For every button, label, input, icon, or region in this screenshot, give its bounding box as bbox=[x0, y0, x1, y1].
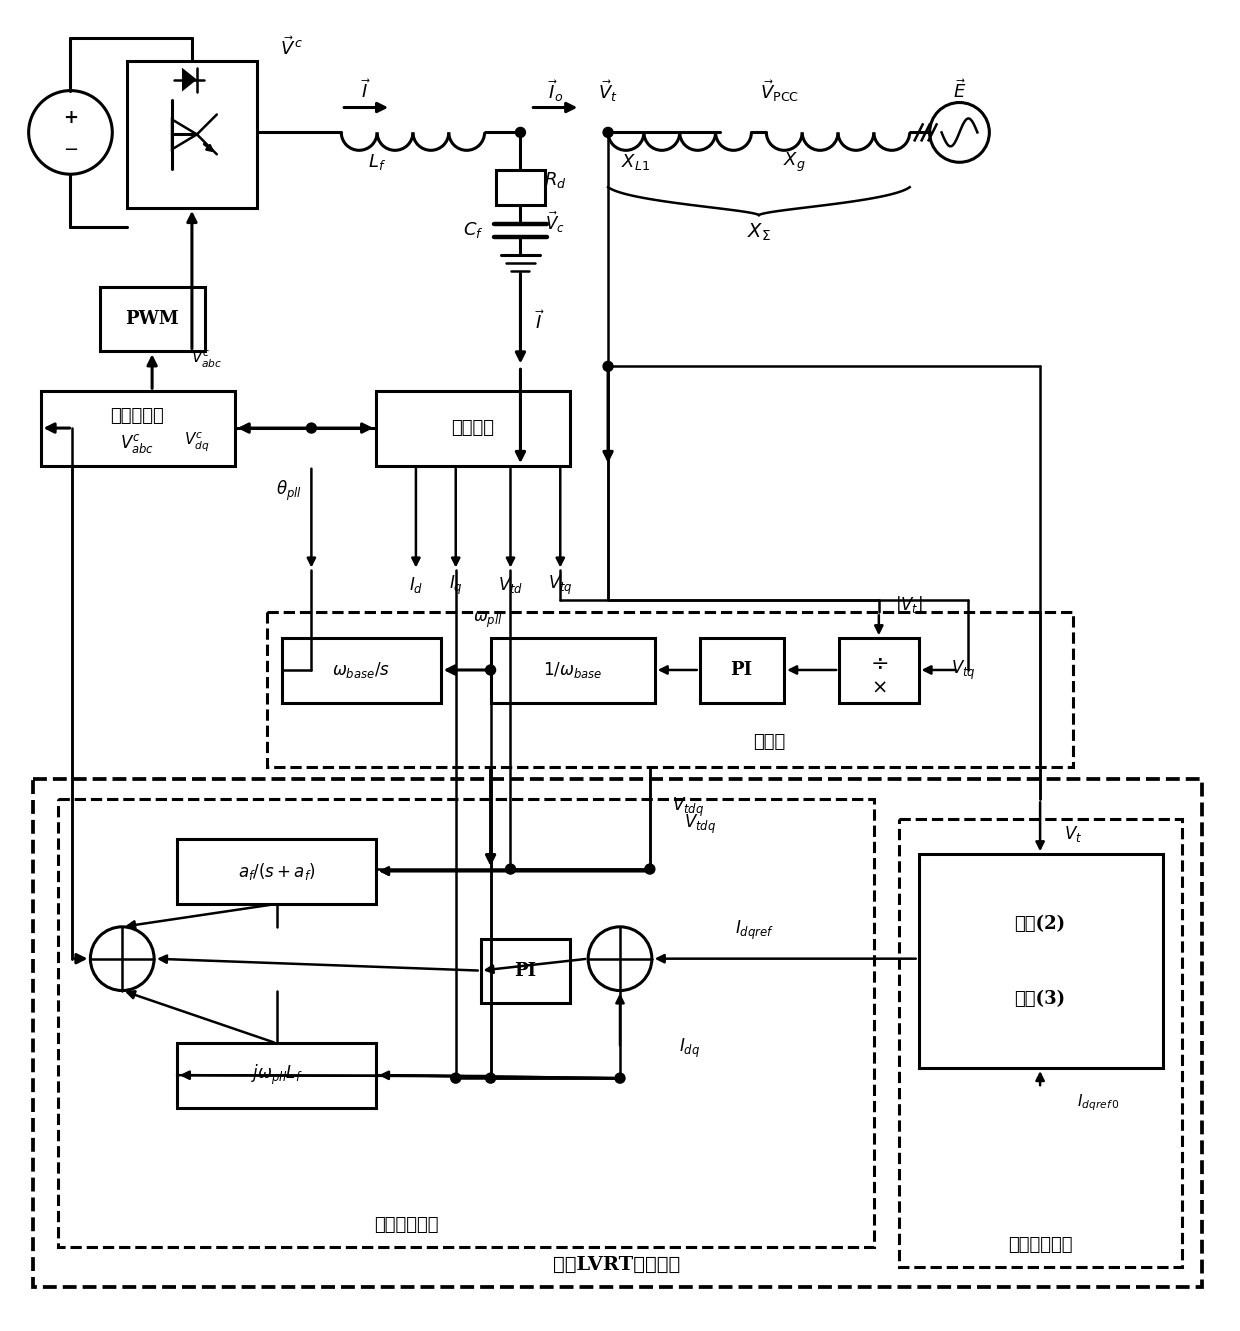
Text: $R_d$: $R_d$ bbox=[544, 170, 567, 190]
Bar bbox=[919, 855, 1163, 1069]
Bar bbox=[481, 938, 570, 1004]
Text: $I_d$: $I_d$ bbox=[409, 575, 423, 595]
Bar bbox=[699, 638, 784, 703]
Bar bbox=[32, 780, 1203, 1287]
Text: 反派克变换: 反派克变换 bbox=[110, 407, 164, 425]
Bar bbox=[100, 286, 205, 351]
Text: $X_\Sigma$: $X_\Sigma$ bbox=[746, 221, 771, 242]
Text: 电流控制指令: 电流控制指令 bbox=[1008, 1236, 1073, 1254]
Bar bbox=[177, 1044, 376, 1107]
Text: $I_{dq}$: $I_{dq}$ bbox=[680, 1037, 701, 1059]
Circle shape bbox=[645, 864, 655, 874]
Text: $V_{dq}^c$: $V_{dq}^c$ bbox=[184, 430, 210, 453]
Bar bbox=[57, 800, 874, 1247]
Circle shape bbox=[306, 423, 316, 433]
Text: $V_{tq}$: $V_{tq}$ bbox=[548, 574, 573, 598]
Text: $\vec{E}$: $\vec{E}$ bbox=[952, 79, 966, 102]
Bar bbox=[267, 612, 1073, 767]
Text: $I_{dqref}$: $I_{dqref}$ bbox=[735, 920, 774, 942]
Bar bbox=[496, 170, 546, 205]
Text: $1/\omega_{base}$: $1/\omega_{base}$ bbox=[543, 660, 601, 680]
Text: $\times$: $\times$ bbox=[870, 679, 887, 697]
Text: $|V_t|$: $|V_t|$ bbox=[895, 594, 923, 616]
Bar bbox=[491, 638, 655, 703]
Text: $\vec{I}$: $\vec{I}$ bbox=[536, 310, 546, 333]
Polygon shape bbox=[182, 68, 197, 92]
Circle shape bbox=[603, 128, 613, 137]
Text: $V_{abc}^c$: $V_{abc}^c$ bbox=[191, 349, 223, 370]
Text: $X_{L1}$: $X_{L1}$ bbox=[621, 152, 651, 172]
Text: $V_{tdq}$: $V_{tdq}$ bbox=[683, 813, 715, 836]
Bar bbox=[177, 840, 376, 904]
Text: +: + bbox=[63, 109, 78, 128]
Circle shape bbox=[506, 864, 516, 874]
Circle shape bbox=[486, 1073, 496, 1083]
Text: $I_q$: $I_q$ bbox=[449, 574, 463, 598]
Text: PI: PI bbox=[730, 662, 753, 679]
Text: 等式(2): 等式(2) bbox=[1014, 914, 1065, 933]
Text: $V_t$: $V_t$ bbox=[1064, 824, 1083, 844]
Circle shape bbox=[603, 362, 613, 371]
Text: PI: PI bbox=[515, 961, 537, 980]
Circle shape bbox=[615, 1073, 625, 1083]
Circle shape bbox=[486, 666, 496, 675]
Text: $\vec{V}^{\,c}$: $\vec{V}^{\,c}$ bbox=[280, 36, 303, 59]
Bar bbox=[376, 391, 570, 466]
Bar bbox=[899, 820, 1183, 1267]
Bar bbox=[839, 638, 919, 703]
Text: $\div$: $\div$ bbox=[869, 652, 888, 673]
Text: $L_f$: $L_f$ bbox=[368, 152, 386, 172]
Text: $\omega_{pll}$: $\omega_{pll}$ bbox=[472, 610, 502, 631]
Text: $C_f$: $C_f$ bbox=[464, 220, 484, 240]
Text: $\vec{V}_c$: $\vec{V}_c$ bbox=[546, 209, 565, 234]
Text: $j\omega_{pll}L_f$: $j\omega_{pll}L_f$ bbox=[250, 1063, 303, 1087]
Text: $\vec{V}_t$: $\vec{V}_t$ bbox=[598, 77, 618, 104]
Circle shape bbox=[451, 1073, 461, 1083]
Text: $\theta_{pll}$: $\theta_{pll}$ bbox=[275, 479, 301, 503]
Text: $V_{abc}^c$: $V_{abc}^c$ bbox=[120, 431, 154, 454]
Text: $a_f/(s+a_f)$: $a_f/(s+a_f)$ bbox=[238, 861, 315, 881]
Text: $\vec{I}$: $\vec{I}$ bbox=[361, 79, 371, 102]
Text: 等式(3): 等式(3) bbox=[1014, 989, 1065, 1008]
Bar bbox=[41, 391, 234, 466]
Circle shape bbox=[516, 128, 526, 137]
Text: $\omega_{base}/s$: $\omega_{base}/s$ bbox=[332, 660, 391, 680]
Text: $\vec{I}_o$: $\vec{I}_o$ bbox=[548, 77, 563, 104]
Text: 电流控制环节: 电流控制环节 bbox=[373, 1217, 438, 1234]
Text: 典型LVRT控制模式: 典型LVRT控制模式 bbox=[553, 1256, 681, 1274]
Text: $V_{tq}$: $V_{tq}$ bbox=[951, 659, 976, 681]
Text: $V_{tdq}$: $V_{tdq}$ bbox=[672, 796, 704, 819]
Text: 派克变换: 派克变换 bbox=[451, 419, 495, 437]
Text: $I_{dqref\,0}$: $I_{dqref\,0}$ bbox=[1076, 1093, 1120, 1113]
Bar bbox=[281, 638, 440, 703]
Text: $X_g$: $X_g$ bbox=[782, 150, 806, 174]
Text: $\vec{V}_{\rm PCC}$: $\vec{V}_{\rm PCC}$ bbox=[760, 77, 799, 104]
Bar bbox=[128, 61, 257, 208]
Text: $V_{td}$: $V_{td}$ bbox=[497, 575, 523, 595]
Text: PWM: PWM bbox=[125, 310, 179, 327]
Text: 锁相环: 锁相环 bbox=[753, 732, 785, 751]
Text: $-$: $-$ bbox=[63, 140, 78, 157]
